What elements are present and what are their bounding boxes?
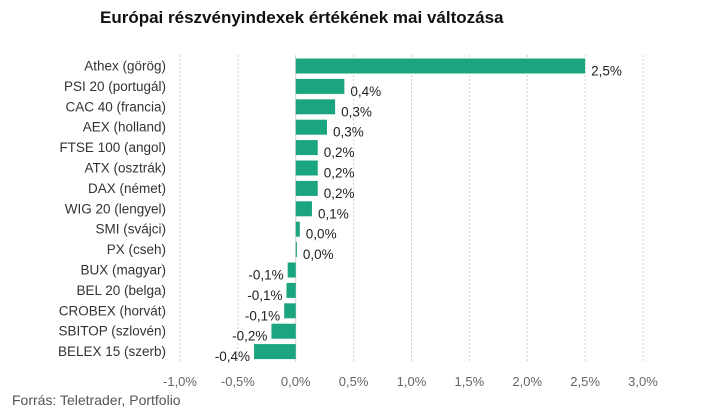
value-label: -0,1% bbox=[245, 308, 280, 323]
x-tick-label: 2,0% bbox=[512, 374, 542, 389]
category-label: CROBEX (horvát) bbox=[59, 303, 166, 318]
value-label: 0,4% bbox=[350, 84, 381, 99]
category-label: DAX (német) bbox=[88, 181, 166, 196]
category-label: BUX (magyar) bbox=[80, 263, 166, 278]
bar bbox=[295, 242, 297, 258]
category-label: PSI 20 (portugál) bbox=[64, 79, 166, 94]
bar bbox=[271, 323, 296, 339]
bar bbox=[295, 180, 318, 196]
source-note: Forrás: Teletrader, Portfolio bbox=[12, 392, 181, 408]
value-label: 0,1% bbox=[318, 206, 349, 221]
category-label: BELEX 15 (szerb) bbox=[58, 344, 166, 359]
bar bbox=[254, 344, 296, 360]
value-label: 0,3% bbox=[333, 125, 364, 140]
x-tick-label: 0,0% bbox=[281, 374, 311, 389]
bar bbox=[295, 221, 300, 237]
bar bbox=[295, 58, 586, 74]
value-label: 0,2% bbox=[324, 186, 355, 201]
value-label: 0,3% bbox=[341, 104, 372, 119]
x-tick-label: -0,5% bbox=[221, 374, 255, 389]
value-label: 0,0% bbox=[306, 227, 337, 242]
category-label: AEX (holland) bbox=[83, 120, 166, 135]
value-label: -0,1% bbox=[248, 268, 283, 283]
chart-title: Európai részvényindexek értékének mai vá… bbox=[100, 8, 504, 27]
bar bbox=[295, 78, 345, 94]
category-label: SMI (svájci) bbox=[96, 222, 167, 237]
bar bbox=[295, 201, 312, 217]
category-label: Athex (görög) bbox=[84, 59, 166, 74]
category-label: CAC 40 (francia) bbox=[65, 99, 166, 114]
x-tick-label: 0,5% bbox=[339, 374, 369, 389]
bar bbox=[295, 160, 318, 176]
value-label: 0,0% bbox=[303, 247, 334, 262]
category-label: SBITOP (szlovén) bbox=[58, 324, 166, 339]
x-tick-label: 3,0% bbox=[628, 374, 658, 389]
x-tick-label: 1,5% bbox=[455, 374, 485, 389]
bar bbox=[295, 99, 336, 115]
value-label: 0,2% bbox=[324, 166, 355, 181]
value-label: -0,2% bbox=[232, 329, 267, 344]
x-tick-label: 2,5% bbox=[570, 374, 600, 389]
x-tick-label: -1,0% bbox=[163, 374, 197, 389]
category-label: ATX (osztrák) bbox=[84, 161, 166, 176]
value-label: -0,1% bbox=[247, 288, 282, 303]
bar bbox=[286, 282, 296, 298]
category-label: FTSE 100 (angol) bbox=[59, 140, 166, 155]
value-label: 0,2% bbox=[324, 145, 355, 160]
bar bbox=[295, 140, 318, 156]
category-label: PX (cseh) bbox=[107, 242, 166, 257]
value-label: -0,4% bbox=[215, 349, 250, 364]
category-label: BEL 20 (belga) bbox=[76, 283, 166, 298]
bar bbox=[284, 303, 296, 319]
x-tick-label: 1,0% bbox=[397, 374, 427, 389]
category-label: WIG 20 (lengyel) bbox=[65, 201, 166, 216]
bar bbox=[295, 119, 328, 135]
bar bbox=[287, 262, 296, 278]
value-label: 2,5% bbox=[591, 64, 622, 79]
